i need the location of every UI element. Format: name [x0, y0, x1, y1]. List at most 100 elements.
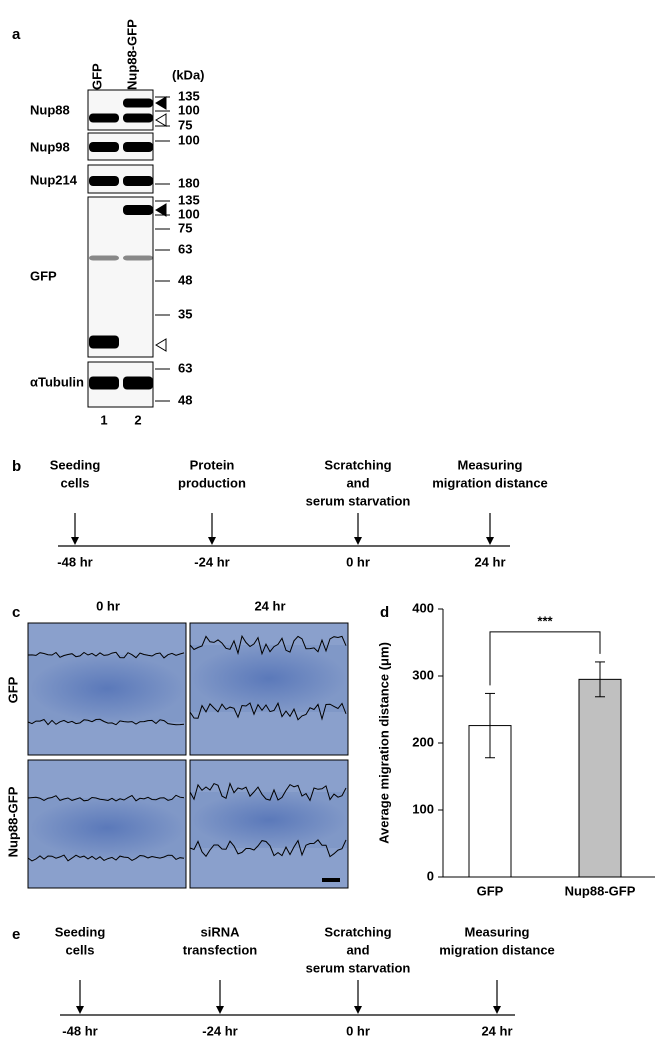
significance-bracket: [489, 631, 601, 686]
wound-edge: [27, 651, 185, 659]
marker-label: 100: [178, 132, 200, 147]
row-label: GFP: [5, 676, 20, 703]
wound-edge: [27, 718, 185, 726]
arrow-head: [208, 537, 216, 545]
unit-label: (kDa): [172, 67, 205, 82]
lane-number: 2: [134, 412, 141, 427]
arrow-head: [486, 537, 494, 545]
event-label: migration distance: [432, 475, 548, 490]
band: [89, 176, 119, 186]
event-label: Measuring: [464, 924, 529, 939]
event-label: cells: [66, 942, 95, 957]
y-tick-label: 100: [412, 801, 434, 816]
band: [89, 255, 119, 261]
arrow-head: [493, 1006, 501, 1014]
time-label: -24 hr: [194, 554, 229, 569]
event-label: Protein: [190, 457, 235, 472]
bar: [578, 678, 622, 878]
x-tick-label: Nup88-GFP: [565, 883, 636, 898]
band: [89, 376, 119, 390]
y-tick-label: 200: [412, 734, 434, 749]
arrowhead-filled: [155, 203, 167, 217]
arrow-head: [354, 1006, 362, 1014]
arrowhead-filled: [155, 96, 167, 110]
blot-label: GFP: [30, 268, 57, 283]
event-label: serum starvation: [306, 493, 411, 508]
y-axis-title: Average migration distance (μm): [376, 642, 391, 844]
marker-label: 48: [178, 272, 192, 287]
marker-label: 75: [178, 220, 192, 235]
lane-label: Nup88-GFP: [124, 19, 139, 90]
event-label: siRNA: [200, 924, 240, 939]
band: [89, 142, 119, 152]
blot-label: Nup214: [30, 172, 78, 187]
event-label: Measuring: [457, 457, 522, 472]
arrowhead-open: [155, 113, 167, 127]
wound-edge: [189, 781, 347, 802]
blot-frame: [87, 196, 154, 358]
band: [123, 176, 153, 186]
event-label: production: [178, 475, 246, 490]
blot-label: αTubulin: [30, 374, 84, 389]
marker-label: 180: [178, 175, 200, 190]
marker-label: 100: [178, 206, 200, 221]
panel-label: a: [12, 26, 21, 43]
marker-label: 63: [178, 241, 192, 256]
band: [123, 113, 153, 123]
event-label: Seeding: [50, 457, 101, 472]
wound-edge: [189, 839, 347, 858]
event-label: serum starvation: [306, 960, 411, 975]
lane-label: GFP: [89, 63, 104, 90]
band: [123, 255, 153, 261]
wound-area: [29, 798, 185, 858]
marker-label: 63: [178, 360, 192, 375]
time-label: 0 hr: [346, 1023, 370, 1038]
blot-label: Nup98: [30, 139, 70, 154]
panel-label: c: [12, 604, 20, 621]
blot-label: Nup88: [30, 102, 70, 117]
column-label: 24 hr: [254, 598, 285, 613]
wound-area: [29, 655, 185, 722]
marker-label: 135: [178, 192, 200, 207]
wound-edge: [189, 634, 347, 656]
lane-number: 1: [100, 412, 107, 427]
event-label: Seeding: [55, 924, 106, 939]
panel-label: e: [12, 926, 20, 943]
band: [89, 113, 119, 123]
x-tick-label: GFP: [477, 883, 504, 898]
y-tick-label: 300: [412, 667, 434, 682]
event-label: Scratching: [324, 457, 391, 472]
column-label: 0 hr: [96, 598, 120, 613]
significance-label: ***: [537, 613, 553, 628]
wound-area: [191, 645, 347, 712]
panel-label: d: [380, 604, 389, 621]
time-label: 24 hr: [481, 1023, 512, 1038]
y-tick-label: 400: [412, 600, 434, 615]
blot-frame: [87, 89, 154, 131]
time-label: -24 hr: [202, 1023, 237, 1038]
band: [89, 335, 119, 349]
band: [123, 98, 153, 108]
arrowhead-open: [155, 338, 167, 352]
event-label: cells: [61, 475, 90, 490]
event-label: and: [346, 475, 369, 490]
y-tick-label: 0: [427, 868, 434, 883]
arrow-head: [71, 537, 79, 545]
marker-label: 48: [178, 392, 192, 407]
row-label: Nup88-GFP: [5, 786, 20, 857]
arrow-head: [76, 1006, 84, 1014]
wound-edge: [27, 854, 185, 862]
marker-label: 75: [178, 117, 192, 132]
wound-area: [191, 792, 347, 848]
wound-edge: [189, 701, 347, 721]
event-label: Scratching: [324, 924, 391, 939]
scale-bar: [322, 878, 340, 882]
arrow-head: [354, 537, 362, 545]
arrow-head: [216, 1006, 224, 1014]
marker-label: 100: [178, 102, 200, 117]
time-label: 24 hr: [474, 554, 505, 569]
time-label: 0 hr: [346, 554, 370, 569]
panel-label: b: [12, 458, 21, 475]
event-label: transfection: [183, 942, 257, 957]
